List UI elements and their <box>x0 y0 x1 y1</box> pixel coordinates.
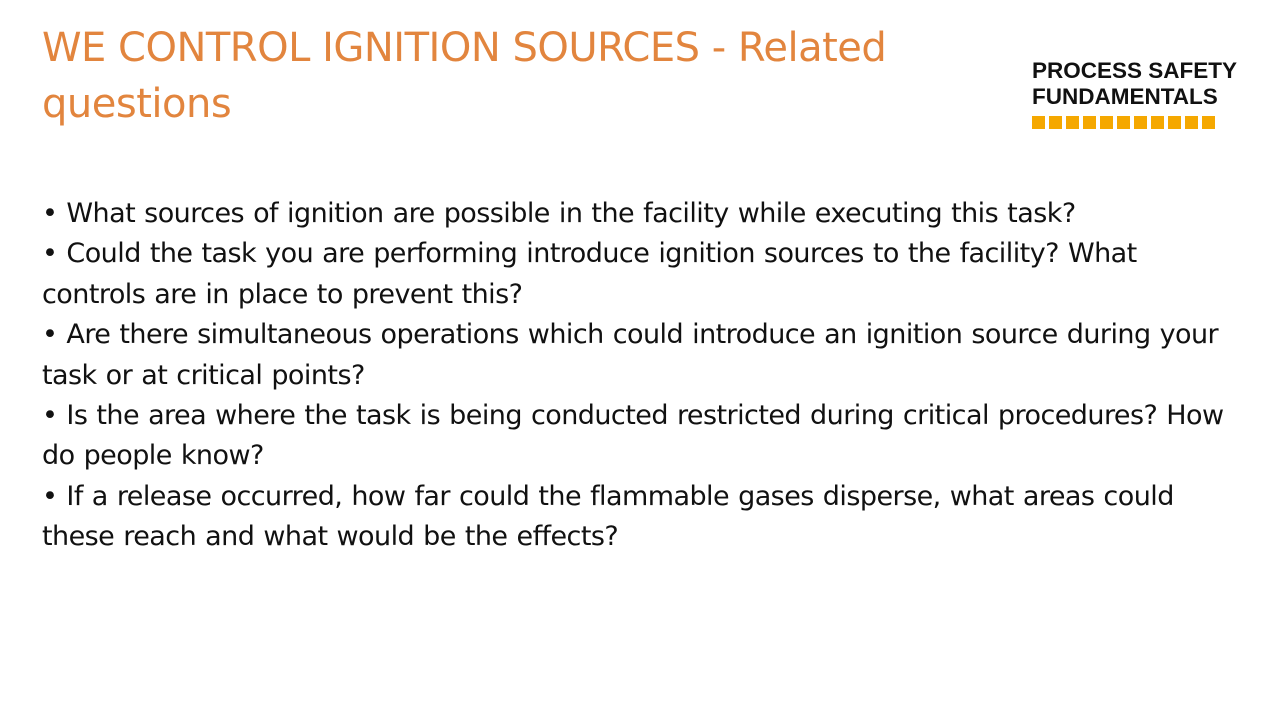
question-item: • Is the area where the task is being co… <box>42 400 1224 472</box>
logo-bar-segment <box>1100 116 1113 129</box>
question-item: • Could the task you are performing intr… <box>42 238 1137 310</box>
question-item: • Are there simultaneous operations whic… <box>42 319 1219 391</box>
question-item: • If a release occurred, how far could t… <box>42 480 1174 553</box>
question-item: • What sources of ignition are possible … <box>42 198 1076 229</box>
logo-bar-segment <box>1083 116 1096 129</box>
question-list: • What sources of ignition are possible … <box>42 194 1242 558</box>
logo-bar-segment <box>1134 116 1147 129</box>
logo-bar-segment <box>1185 116 1198 129</box>
logo-text-line-2: FUNDAMENTALS <box>1032 84 1218 109</box>
logo-bar-segment <box>1151 116 1164 129</box>
logo-bar-segment <box>1168 116 1181 129</box>
logo-bar-segment <box>1032 116 1045 129</box>
logo-bar-segment <box>1049 116 1062 129</box>
slide-title: WE CONTROL IGNITION SOURCES - Related qu… <box>42 25 887 127</box>
logo-bar-segment <box>1202 116 1215 129</box>
logo-text-line-1: PROCESS SAFETY <box>1032 58 1238 83</box>
logo-bar-segment <box>1066 116 1079 129</box>
logo-bar-segment <box>1117 116 1130 129</box>
process-safety-fundamentals-logo: PROCESS SAFETY FUNDAMENTALS <box>1032 58 1248 129</box>
logo-dashed-bar <box>1032 116 1248 129</box>
